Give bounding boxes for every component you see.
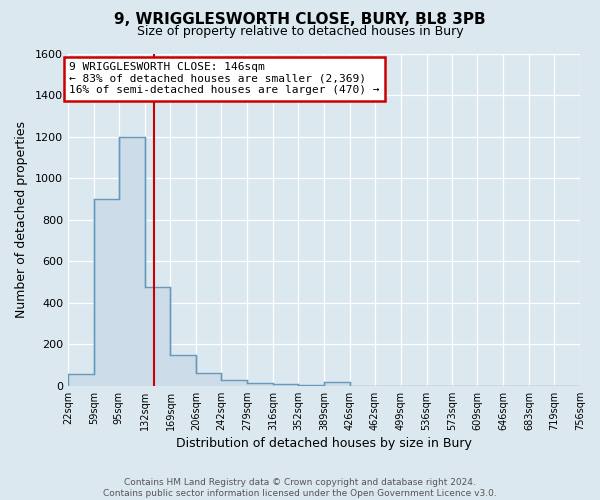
Text: Contains HM Land Registry data © Crown copyright and database right 2024.
Contai: Contains HM Land Registry data © Crown c… [103,478,497,498]
Y-axis label: Number of detached properties: Number of detached properties [15,122,28,318]
Text: 9 WRIGGLESWORTH CLOSE: 146sqm
← 83% of detached houses are smaller (2,369)
16% o: 9 WRIGGLESWORTH CLOSE: 146sqm ← 83% of d… [70,62,380,96]
Text: 9, WRIGGLESWORTH CLOSE, BURY, BL8 3PB: 9, WRIGGLESWORTH CLOSE, BURY, BL8 3PB [114,12,486,28]
Text: Size of property relative to detached houses in Bury: Size of property relative to detached ho… [137,25,463,38]
X-axis label: Distribution of detached houses by size in Bury: Distribution of detached houses by size … [176,437,472,450]
